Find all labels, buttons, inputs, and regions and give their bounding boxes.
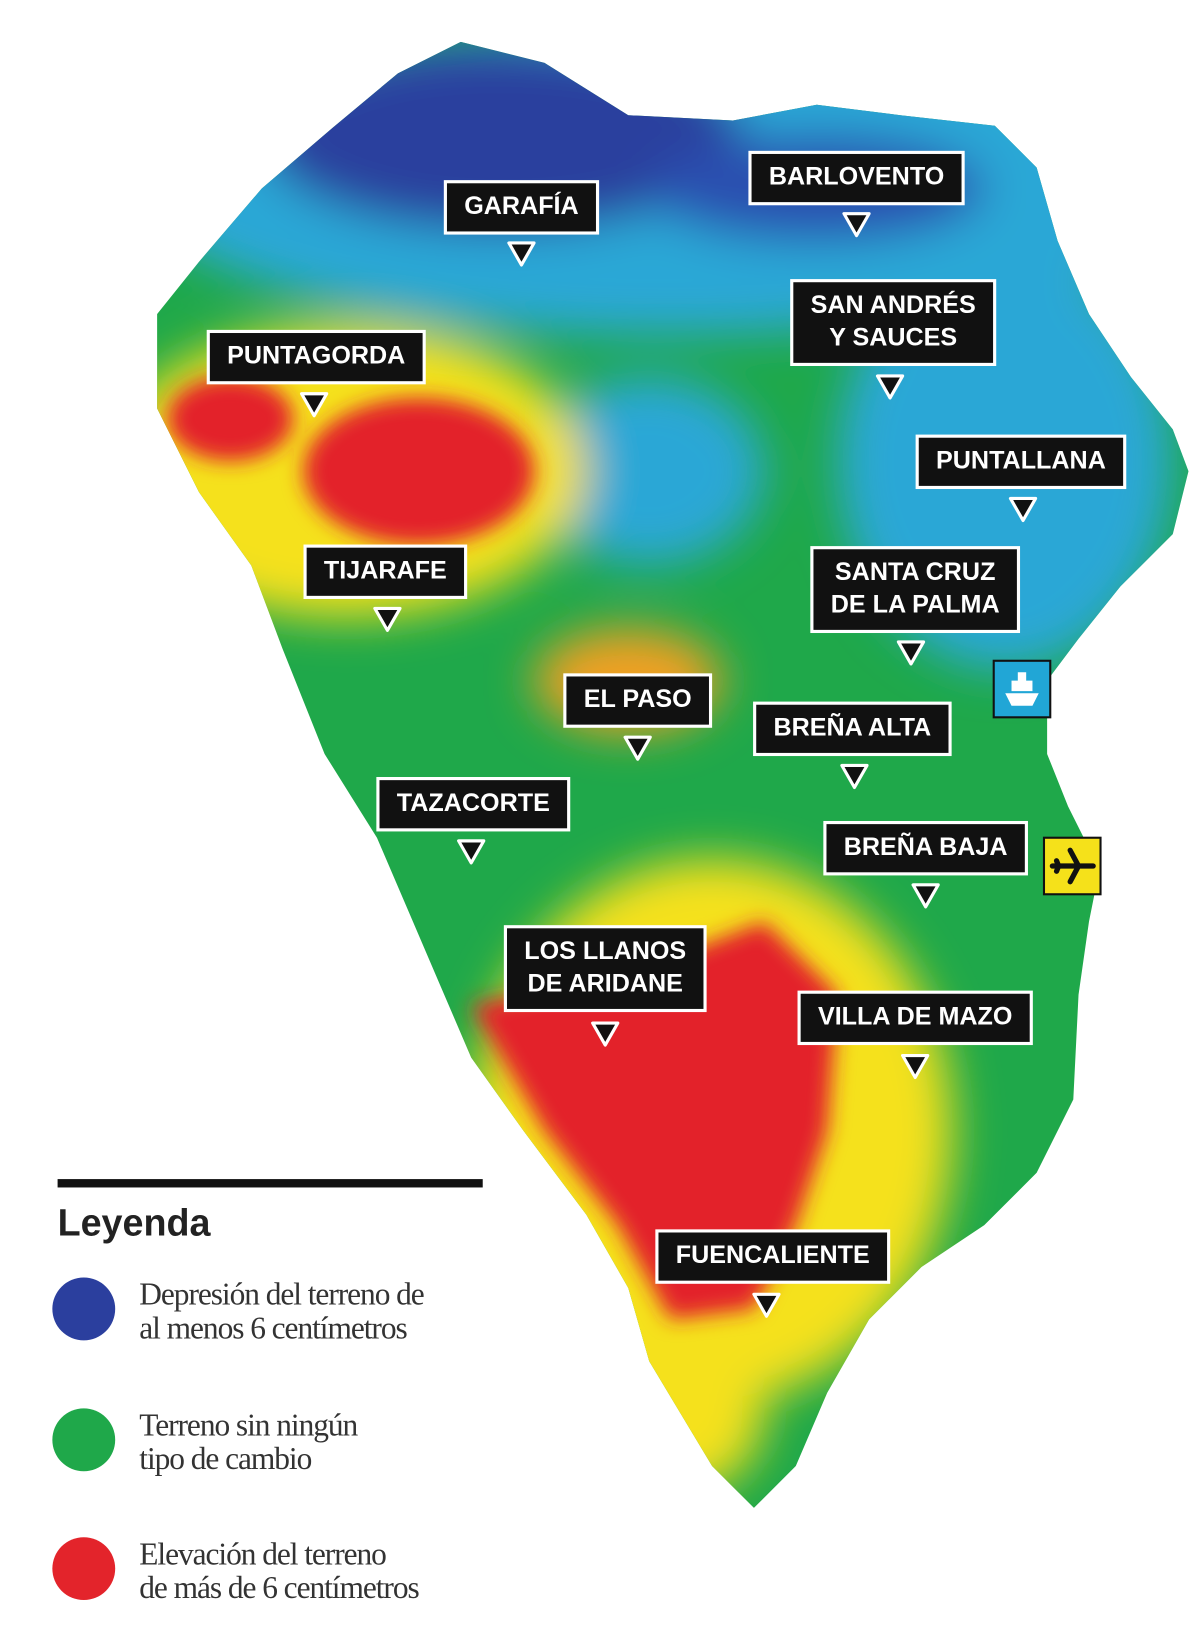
town-name: LOS LLANOS (524, 937, 686, 965)
zone-red (471, 921, 838, 1320)
plane (1049, 847, 1096, 885)
town-marker (752, 1292, 781, 1318)
legend-title: Leyenda (58, 1202, 212, 1244)
legend-text: tipo de cambio (139, 1441, 311, 1476)
legend-text: al menos 6 centímetros (139, 1310, 407, 1345)
label-box (206, 329, 426, 385)
town-name: GARAFÍA (464, 191, 578, 220)
town-name: BREÑA ALTA (773, 711, 931, 741)
town-label: BREÑA ALTA (753, 701, 952, 790)
town-marker (901, 1053, 930, 1080)
town-name: VILLA DE MAZO (818, 1002, 1012, 1030)
town-name: EL PASO (584, 685, 692, 713)
town-marker (1008, 496, 1038, 523)
label-box (503, 925, 707, 1013)
label-box (790, 279, 997, 367)
town-label: FUENCALIENTE (655, 1229, 891, 1318)
town-name: TIJARAFE (324, 556, 447, 584)
label-box (915, 434, 1127, 490)
town-marker (842, 212, 871, 238)
label-box (563, 673, 713, 728)
town-label: PUNTALLANA (915, 434, 1127, 523)
town-name: SANTA CRUZ (835, 558, 996, 586)
zone-cyan (534, 376, 765, 566)
town-marker (875, 374, 905, 400)
ship (1005, 672, 1039, 706)
town-name: PUNTALLANA (936, 446, 1106, 474)
port-icon (992, 659, 1052, 719)
town-label: PUNTAGORDA (206, 329, 426, 418)
airport-icon (1042, 836, 1102, 896)
town-name: BREÑA BAJA (844, 831, 1008, 861)
legend-text: Depresión del terreno de (139, 1277, 424, 1312)
town-label: BARLOVENTO (748, 150, 965, 238)
town-label: SANTA CRUZ DE LA PALMA (810, 546, 1021, 666)
town-name: SAN ANDRÉS (811, 290, 976, 319)
town-labels: GARAFÍA BARLOVENTO SAN ANDRÉS Y SAUCES PUNTA… (206, 150, 1127, 1318)
town-marker (457, 839, 486, 865)
label-box (810, 546, 1021, 634)
town-label: EL PASO (563, 673, 713, 761)
town-label: TIJARAFE (303, 544, 468, 632)
legend-text: de más de 6 centímetros (139, 1570, 419, 1605)
terrain-red (167, 376, 838, 1320)
town-marker (896, 640, 926, 666)
label-box (655, 1229, 891, 1284)
legend-swatch (52, 1408, 116, 1472)
town-label: TAZACORTE (376, 776, 571, 865)
town-label: SAN ANDRÉS Y SAUCES (790, 279, 997, 400)
legend-rule (57, 1179, 483, 1188)
zone-red (167, 376, 294, 461)
town-name: TAZACORTE (397, 789, 550, 817)
town-marker (591, 1021, 620, 1047)
town-marker (507, 241, 536, 267)
label-box (303, 544, 468, 599)
town-label: GARAFÍA (443, 180, 600, 267)
label-box (748, 150, 965, 206)
legend-swatch (52, 1277, 116, 1341)
town-name: DE LA PALMA (831, 590, 1000, 618)
town-label: LOS LLANOS DE ARIDANE (503, 925, 707, 1047)
legend-text: Terreno sin ningún (139, 1408, 358, 1443)
town-marker (373, 606, 402, 632)
town-name: Y SAUCES (829, 323, 957, 351)
town-name: BARLOVENTO (769, 163, 944, 191)
town-marker (300, 392, 329, 418)
zone-yellow (575, 1329, 765, 1498)
legend-swatch (52, 1537, 116, 1601)
zone-red (303, 397, 535, 545)
label-box (376, 776, 571, 832)
town-marker (623, 735, 652, 761)
town-label: VILLA DE MAZO (797, 990, 1033, 1080)
town-marker (911, 883, 940, 909)
label-box (823, 820, 1028, 876)
town-name: DE ARIDANE (528, 969, 683, 997)
town-name: PUNTAGORDA (227, 342, 405, 370)
label-box (753, 701, 952, 757)
town-marker (840, 763, 869, 790)
label-box (443, 180, 600, 235)
town-name: FUENCALIENTE (676, 1241, 870, 1269)
legend-text: Elevación del terreno (139, 1536, 386, 1571)
town-label: BREÑA BAJA (823, 820, 1028, 909)
label-box (797, 990, 1033, 1046)
